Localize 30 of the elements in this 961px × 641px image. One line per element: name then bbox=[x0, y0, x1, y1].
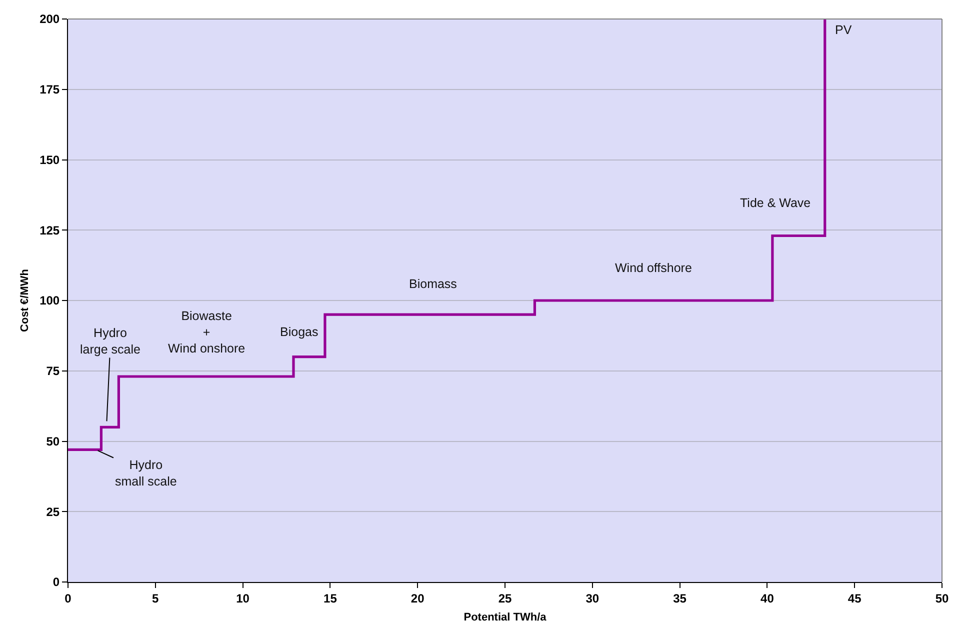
x-tick-label: 25 bbox=[498, 591, 512, 606]
x-tick-label: 40 bbox=[760, 591, 774, 606]
x-tick-label: 30 bbox=[586, 591, 600, 606]
y-tick-label: 125 bbox=[40, 223, 60, 238]
y-axis-title: Cost €/MWh bbox=[19, 268, 32, 332]
y-tick-label: 200 bbox=[40, 12, 60, 26]
annotation: Biomass bbox=[409, 277, 457, 291]
x-axis-title: Potential TWh/a bbox=[464, 612, 548, 624]
annotation: Hydro small scale bbox=[115, 458, 177, 488]
x-tick-label: 15 bbox=[324, 591, 338, 606]
x-tick-label: 5 bbox=[152, 591, 160, 606]
annotation: Tide & Wave bbox=[740, 196, 811, 210]
annotation: Hydro large scale bbox=[80, 326, 140, 356]
x-tick-label: 20 bbox=[410, 591, 425, 606]
annotation: PV bbox=[835, 23, 852, 37]
y-tick-label: 75 bbox=[46, 364, 60, 378]
y-tick-label: 175 bbox=[40, 82, 60, 97]
x-tick-label: 0 bbox=[64, 591, 72, 606]
x-tick-label: 45 bbox=[848, 591, 862, 606]
y-tick-label: 150 bbox=[40, 152, 60, 167]
y-tick-label: 25 bbox=[46, 504, 60, 519]
annotation: Biowaste + Wind onshore bbox=[168, 309, 246, 356]
annotation: Wind offshore bbox=[615, 261, 692, 275]
x-tick-label: 35 bbox=[673, 591, 687, 606]
y-tick-label: 0 bbox=[52, 575, 60, 590]
x-tick-label: 50 bbox=[935, 591, 949, 606]
annotation: Biogas bbox=[280, 325, 318, 339]
y-tick-label: 100 bbox=[40, 294, 60, 308]
y-tick-label: 50 bbox=[46, 434, 60, 448]
x-tick-label: 10 bbox=[236, 591, 250, 606]
